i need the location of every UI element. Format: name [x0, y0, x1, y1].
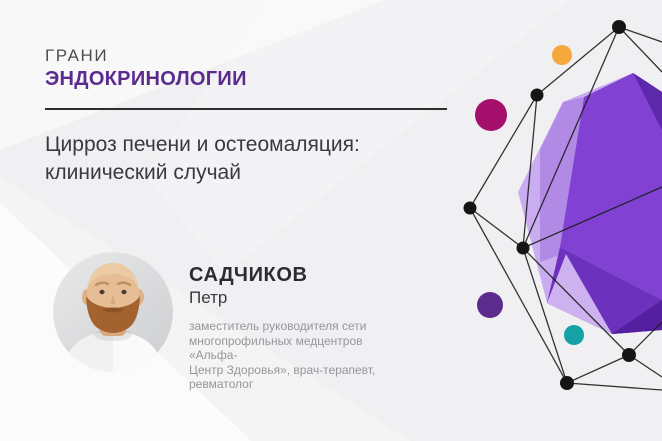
speaker-last-name: САДЧИКОВ: [189, 264, 308, 286]
speaker-block: САДЧИКОВ Петр заместитель руководителя с…: [53, 252, 414, 392]
crystal-polyhedron: [518, 73, 662, 334]
speaker-photo: [53, 252, 173, 372]
speaker-first-name: Петр: [189, 288, 228, 307]
person-avatar: [53, 252, 173, 372]
network-lines: [469, 26, 662, 391]
lecture-title: Цирроз печени и остеомаляция: клинически…: [45, 131, 360, 187]
header-divider: [45, 108, 447, 110]
speaker-description: заместитель руководителя сети многопрофи…: [189, 319, 414, 392]
brand-title: ЭНДОКРИНОЛОГИИ: [45, 68, 247, 90]
brand-block: ГРАНИ ЭНДОКРИНОЛОГИИ: [45, 46, 247, 91]
accent-dot-teal: [564, 325, 584, 345]
network-nodes: [463, 20, 636, 390]
speaker-description-line: заместитель руководителя сети: [189, 319, 367, 333]
accent-dot-magenta: [475, 99, 507, 131]
speaker-description-line: ревматолог: [189, 377, 254, 391]
speaker-info: САДЧИКОВ Петр заместитель руководителя с…: [189, 252, 414, 392]
speaker-description-line: Центр Здоровья», врач-терапевт,: [189, 362, 376, 377]
speaker-description-line: многопрофильных медцентров «Альфа-: [189, 333, 363, 363]
accent-dot-purple: [477, 292, 503, 318]
brand-pre-title: ГРАНИ: [45, 46, 109, 65]
lecture-title-line2: клинический случай: [45, 161, 241, 184]
lecture-title-line1: Цирроз печени и остеомаляция:: [45, 133, 360, 156]
accent-dot-orange: [552, 45, 572, 65]
